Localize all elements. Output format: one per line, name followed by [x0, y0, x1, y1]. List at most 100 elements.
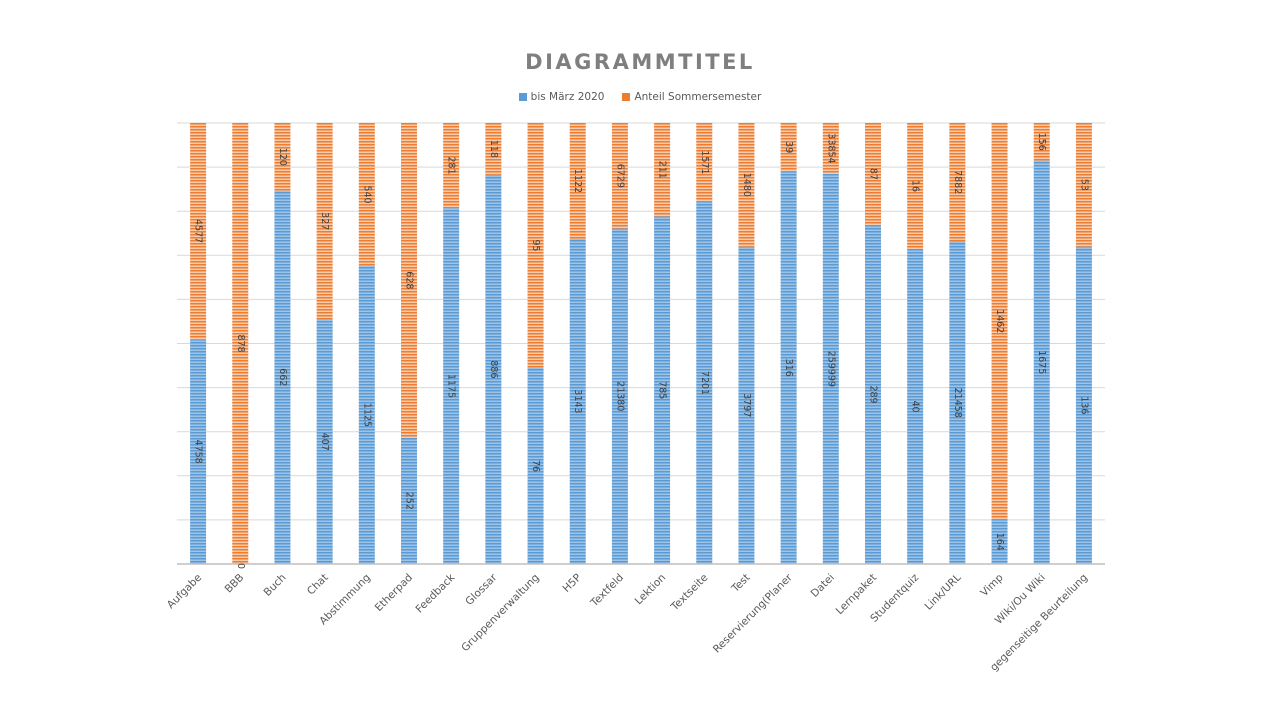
data-label: 136: [1078, 396, 1089, 414]
data-label: 886: [488, 360, 499, 378]
bar-segment-anteil-sommersemester: [991, 123, 1008, 520]
bar-segment-bis-maerz-2020: [527, 368, 544, 564]
bar-segment-bis-maerz-2020: [401, 437, 417, 564]
data-label: 6729: [614, 164, 625, 188]
data-label: 39: [783, 141, 794, 153]
x-tick-label: H5P: [561, 572, 584, 595]
bar-segment-anteil-sommersemester: [865, 123, 881, 226]
bar-segment-bis-maerz-2020: [991, 519, 1008, 564]
data-label: 1571: [699, 150, 710, 174]
x-tick-label: Textfeld: [588, 572, 626, 610]
bar-segment-bis-maerz-2020: [738, 246, 755, 565]
data-label: 0: [235, 563, 246, 569]
bar-segment-bis-maerz-2020: [274, 190, 291, 564]
data-label: 540: [361, 185, 372, 203]
x-tick-label: Gruppenverwaltung: [459, 572, 541, 654]
bar-segment-anteil-sommersemester: [274, 123, 291, 191]
data-label: 878: [235, 334, 246, 352]
x-tick-label: Lernpaket: [834, 572, 879, 617]
data-label: 156: [1036, 133, 1047, 151]
bar-segment-anteil-sommersemester: [949, 123, 966, 242]
bar-segment-bis-maerz-2020: [316, 319, 333, 564]
bar-segment-anteil-sommersemester: [822, 123, 839, 174]
bar-segment-anteil-sommersemester: [527, 123, 544, 368]
data-label: 259999: [825, 351, 836, 387]
x-tick-label: Aufgabe: [165, 572, 204, 611]
bar-segment-anteil-sommersemester: [907, 123, 924, 249]
data-label: 3797: [741, 393, 752, 417]
bar-segment-bis-maerz-2020: [611, 228, 628, 564]
legend-item-series-1: bis März 2020: [518, 91, 605, 103]
bar-segment-bis-maerz-2020: [696, 201, 713, 564]
gridlines: [177, 122, 1105, 565]
bar-segment-anteil-sommersemester: [569, 123, 586, 240]
data-label: 785: [657, 381, 668, 399]
bar-segment-bis-maerz-2020: [190, 339, 207, 564]
data-label: 662: [277, 368, 288, 386]
data-label: 4577: [193, 219, 204, 243]
legend-swatch-series-1: [518, 93, 527, 101]
data-label: 1675: [1036, 350, 1047, 374]
bar-segment-bis-maerz-2020: [865, 225, 881, 564]
data-label: 1480: [741, 173, 752, 197]
data-label: 7882: [952, 170, 963, 194]
x-tick-label: Buch: [261, 572, 288, 599]
bar-segment-anteil-sommersemester: [1033, 123, 1050, 161]
bar-segment-anteil-sommersemester: [485, 123, 502, 175]
data-label: 33854: [825, 133, 836, 163]
data-label: 4758: [193, 440, 204, 464]
x-tick-label: Textseite: [668, 572, 710, 614]
x-tick-label: Lektion: [633, 572, 669, 608]
bar-segment-anteil-sommersemester: [780, 123, 797, 172]
bar-segment-bis-maerz-2020: [1075, 246, 1092, 564]
data-label: 16: [910, 180, 921, 192]
bar-segment-bis-maerz-2020: [485, 174, 502, 564]
data-label: 3143: [572, 389, 583, 413]
bar-segment-bis-maerz-2020: [780, 171, 797, 565]
data-label: 76: [530, 460, 541, 472]
legend-item-series-2: Anteil Sommersemester: [622, 91, 761, 103]
legend-swatch-series-2: [622, 93, 631, 101]
bar-segment-anteil-sommersemester: [401, 123, 417, 438]
bars: [190, 123, 1092, 565]
data-label: 289: [868, 385, 879, 403]
data-label: 1125: [361, 403, 372, 427]
legend-label-series-1: bis März 2020: [530, 91, 605, 103]
legend: bis März 2020 Anteil Sommersemester: [0, 91, 1280, 103]
bar-segment-bis-maerz-2020: [569, 239, 586, 565]
x-tick-label: Chat: [305, 572, 331, 598]
data-label: 1175: [446, 374, 457, 398]
x-tick-label: Test: [729, 572, 753, 596]
bar-segment-bis-maerz-2020: [1033, 160, 1050, 564]
data-label: 120: [277, 148, 288, 166]
data-label: 281: [446, 156, 457, 174]
data-label: 1122: [572, 169, 583, 193]
bar-segment-anteil-sommersemester: [738, 123, 755, 247]
bar-segment-anteil-sommersemester: [316, 123, 333, 320]
bar-segment-bis-maerz-2020: [949, 241, 966, 564]
x-tick-label: Reservierung(Planer: [711, 571, 795, 655]
data-label: 118: [488, 140, 499, 158]
bar-segment-anteil-sommersemester: [611, 123, 628, 229]
data-label: 628: [404, 271, 415, 289]
data-label: 327: [319, 212, 330, 230]
bar-segment-anteil-sommersemester: [232, 123, 249, 564]
x-tick-label: Link/URL: [923, 572, 964, 613]
x-tick-label: Datei: [809, 572, 837, 600]
bar-segment-anteil-sommersemester: [654, 123, 671, 217]
data-label: 53: [1078, 179, 1089, 191]
bar-segment-anteil-sommersemester: [1075, 123, 1092, 247]
data-label: 407: [319, 433, 330, 451]
bar-segment-bis-maerz-2020: [907, 249, 924, 564]
bar-segment-bis-maerz-2020: [654, 216, 671, 565]
data-label: 21458: [952, 388, 963, 418]
bar-segment-bis-maerz-2020: [443, 208, 460, 564]
x-tick-label: BBB: [223, 572, 247, 596]
data-label: 21380: [614, 381, 625, 411]
x-tick-label: Glossar: [463, 571, 500, 608]
bar-segment-anteil-sommersemester: [443, 123, 460, 209]
bar-segment-anteil-sommersemester: [696, 123, 713, 202]
data-label: 1462: [994, 309, 1005, 333]
